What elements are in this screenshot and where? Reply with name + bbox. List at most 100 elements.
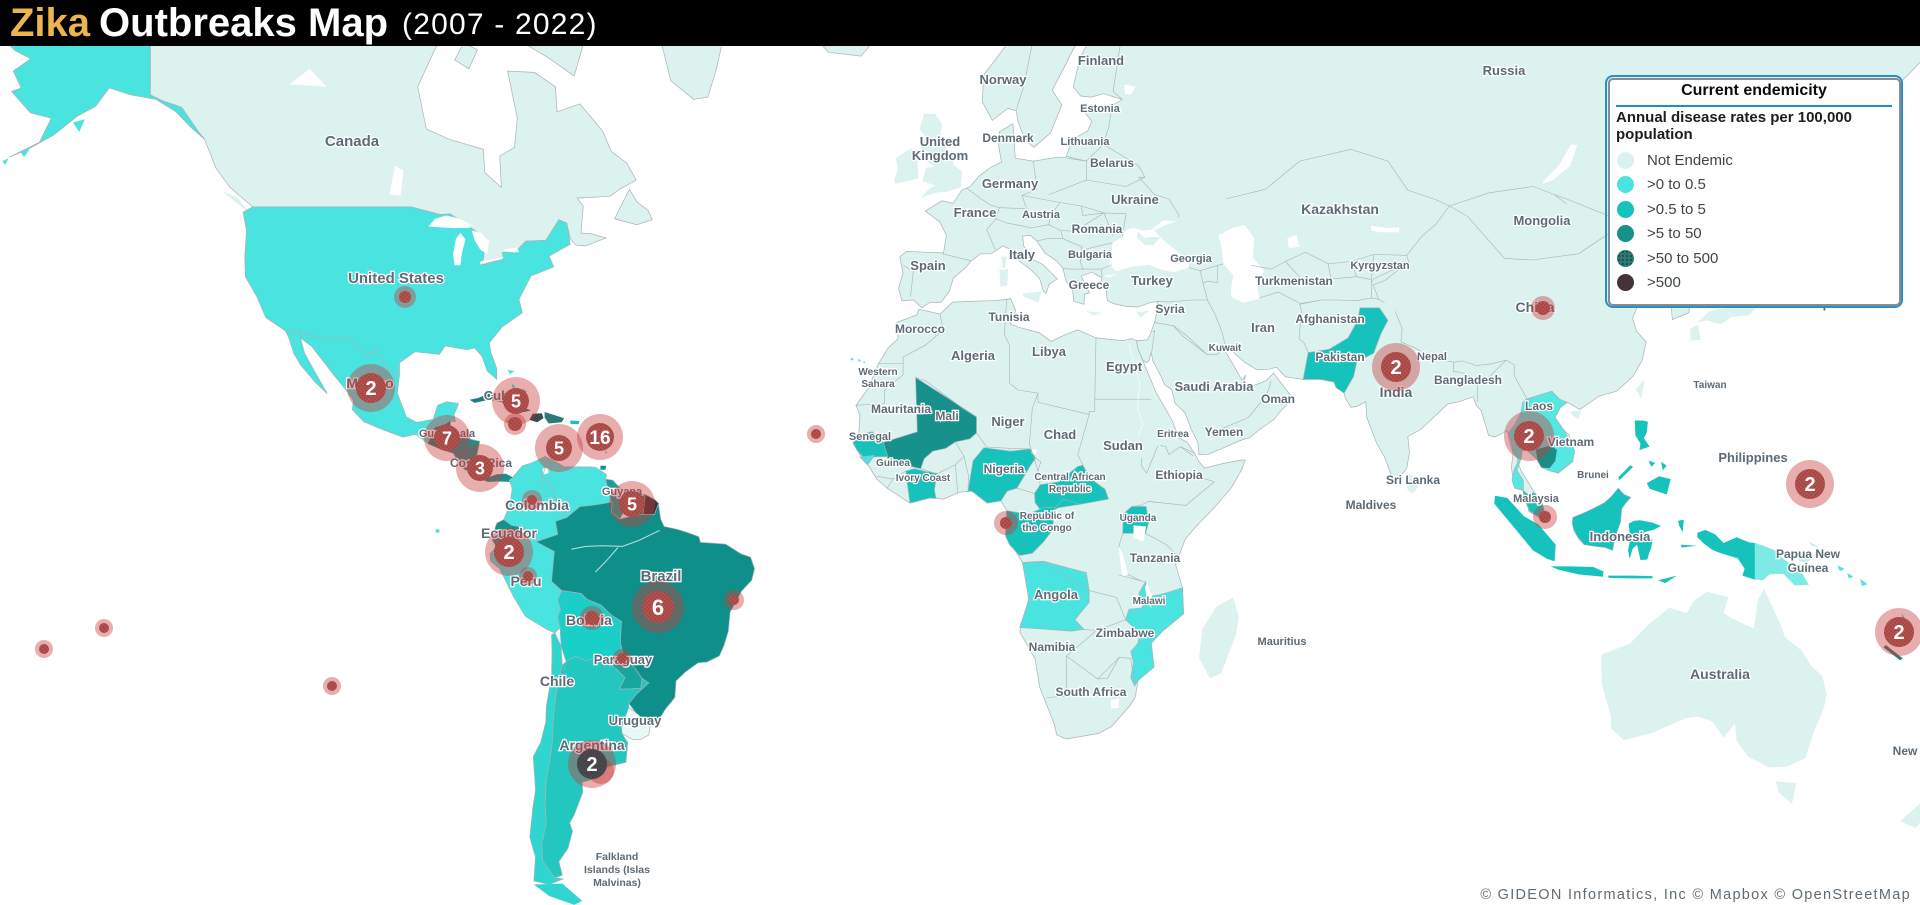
- svg-text:Mauritius: Mauritius: [1258, 636, 1307, 648]
- svg-text:Vietnam: Vietnam: [1548, 435, 1594, 449]
- svg-text:India: India: [1380, 384, 1413, 400]
- svg-text:Zimbabwe: Zimbabwe: [1096, 626, 1155, 640]
- svg-text:Tanzania: Tanzania: [1130, 551, 1181, 565]
- svg-text:Malawi: Malawi: [1133, 596, 1166, 607]
- svg-text:Georgia: Georgia: [1170, 253, 1212, 265]
- svg-text:2: 2: [1893, 622, 1904, 644]
- svg-text:Brazil: Brazil: [641, 568, 682, 585]
- svg-text:Algeria: Algeria: [951, 348, 996, 363]
- svg-text:Greece: Greece: [1069, 278, 1110, 292]
- svg-text:Sahara: Sahara: [861, 379, 895, 390]
- svg-text:Morocco: Morocco: [895, 322, 945, 336]
- svg-text:Lithuania: Lithuania: [1061, 136, 1111, 148]
- svg-text:Ecuador: Ecuador: [481, 525, 538, 541]
- svg-text:Maldives: Maldives: [1346, 498, 1397, 512]
- svg-text:Niger: Niger: [991, 414, 1024, 429]
- svg-text:Laos: Laos: [1525, 399, 1553, 413]
- svg-text:Italy: Italy: [1009, 247, 1036, 262]
- svg-text:Islands (Islas: Islands (Islas: [584, 864, 650, 876]
- svg-text:Belarus: Belarus: [1090, 156, 1134, 170]
- svg-text:Turkmenistan: Turkmenistan: [1255, 274, 1333, 288]
- svg-text:Malaysia: Malaysia: [1513, 493, 1560, 505]
- svg-text:Pakistan: Pakistan: [1315, 350, 1364, 364]
- svg-text:2: 2: [365, 378, 376, 400]
- svg-text:United: United: [920, 134, 961, 149]
- svg-text:Mali: Mali: [935, 409, 958, 423]
- svg-text:Chad: Chad: [1044, 427, 1077, 442]
- svg-text:Bangladesh: Bangladesh: [1434, 373, 1502, 387]
- svg-text:Kingdom: Kingdom: [912, 148, 968, 163]
- svg-text:Angola: Angola: [1034, 587, 1079, 602]
- svg-text:Chile: Chile: [540, 673, 574, 689]
- svg-text:Guinea: Guinea: [1788, 561, 1829, 575]
- svg-text:Brunei: Brunei: [1577, 470, 1609, 481]
- svg-text:Bulgaria: Bulgaria: [1068, 249, 1113, 261]
- svg-text:2: 2: [1804, 474, 1815, 496]
- svg-text:Colombia: Colombia: [505, 497, 569, 513]
- svg-text:5: 5: [627, 494, 637, 514]
- svg-text:5: 5: [511, 391, 521, 411]
- svg-text:16: 16: [589, 428, 610, 449]
- svg-text:Oman: Oman: [1261, 392, 1295, 406]
- svg-text:New: New: [1893, 744, 1918, 758]
- svg-text:Yemen: Yemen: [1205, 425, 1244, 439]
- svg-text:2: 2: [503, 542, 514, 564]
- svg-text:Papua New: Papua New: [1776, 547, 1841, 561]
- svg-text:Uruguay: Uruguay: [609, 713, 663, 728]
- svg-text:Russia: Russia: [1483, 63, 1526, 78]
- svg-text:2: 2: [1523, 426, 1534, 448]
- svg-text:Malvinas): Malvinas): [593, 877, 641, 889]
- svg-text:Falkland: Falkland: [596, 851, 639, 863]
- svg-text:Afghanistan: Afghanistan: [1295, 312, 1364, 326]
- svg-text:Tunisia: Tunisia: [988, 310, 1029, 324]
- svg-text:Denmark: Denmark: [982, 131, 1034, 145]
- svg-text:Estonia: Estonia: [1080, 103, 1121, 115]
- svg-text:United States: United States: [348, 270, 444, 287]
- svg-text:Western: Western: [858, 367, 897, 378]
- svg-text:Spain: Spain: [910, 258, 945, 273]
- svg-text:South Africa: South Africa: [1056, 685, 1127, 699]
- svg-text:Egypt: Egypt: [1106, 359, 1143, 374]
- svg-text:Kazakhstan: Kazakhstan: [1301, 201, 1379, 217]
- svg-text:5: 5: [554, 438, 564, 458]
- svg-text:Saudi Arabia: Saudi Arabia: [1175, 379, 1255, 394]
- svg-text:2: 2: [586, 754, 597, 776]
- svg-text:Australia: Australia: [1690, 666, 1750, 682]
- svg-text:Guinea: Guinea: [876, 458, 910, 469]
- svg-text:Indonesia: Indonesia: [1590, 529, 1651, 544]
- svg-text:Argentina: Argentina: [559, 737, 625, 753]
- svg-text:Nepal: Nepal: [1417, 351, 1447, 363]
- svg-text:Mauritania: Mauritania: [871, 402, 931, 416]
- svg-text:Republic: Republic: [1049, 484, 1092, 495]
- svg-text:Taiwan: Taiwan: [1693, 380, 1726, 391]
- svg-text:the Congo: the Congo: [1022, 523, 1071, 534]
- svg-text:Germany: Germany: [982, 176, 1039, 191]
- svg-text:Norway: Norway: [980, 72, 1028, 87]
- svg-text:Ethiopia: Ethiopia: [1155, 468, 1203, 482]
- svg-text:Sri Lanka: Sri Lanka: [1386, 473, 1440, 487]
- svg-text:Kyrgyzstan: Kyrgyzstan: [1350, 260, 1410, 272]
- svg-text:Romania: Romania: [1072, 222, 1123, 236]
- svg-text:Ukraine: Ukraine: [1111, 192, 1159, 207]
- svg-text:France: France: [954, 205, 997, 220]
- svg-text:6: 6: [652, 595, 664, 620]
- svg-text:Iran: Iran: [1251, 320, 1275, 335]
- svg-text:Ivory Coast: Ivory Coast: [896, 473, 951, 484]
- svg-text:Namibia: Namibia: [1029, 640, 1076, 654]
- svg-text:Finland: Finland: [1078, 53, 1124, 68]
- svg-text:Mongolia: Mongolia: [1513, 213, 1571, 228]
- svg-text:Canada: Canada: [325, 133, 380, 150]
- svg-text:Republic of: Republic of: [1020, 511, 1075, 522]
- svg-text:Libya: Libya: [1032, 344, 1067, 359]
- svg-text:7: 7: [442, 428, 452, 448]
- svg-text:Syria: Syria: [1155, 302, 1185, 316]
- svg-text:Sudan: Sudan: [1103, 438, 1143, 453]
- svg-text:Nigeria: Nigeria: [984, 462, 1025, 476]
- svg-text:Peru: Peru: [510, 573, 541, 589]
- svg-text:Central African: Central African: [1034, 472, 1105, 483]
- svg-text:Uganda: Uganda: [1120, 513, 1157, 524]
- svg-text:Kuwait: Kuwait: [1209, 343, 1242, 354]
- svg-text:Eritrea: Eritrea: [1157, 429, 1189, 440]
- svg-text:3: 3: [475, 458, 485, 478]
- svg-text:Turkey: Turkey: [1131, 273, 1173, 288]
